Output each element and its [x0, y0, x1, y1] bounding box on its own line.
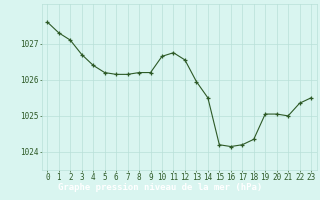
- Text: Graphe pression niveau de la mer (hPa): Graphe pression niveau de la mer (hPa): [58, 182, 262, 192]
